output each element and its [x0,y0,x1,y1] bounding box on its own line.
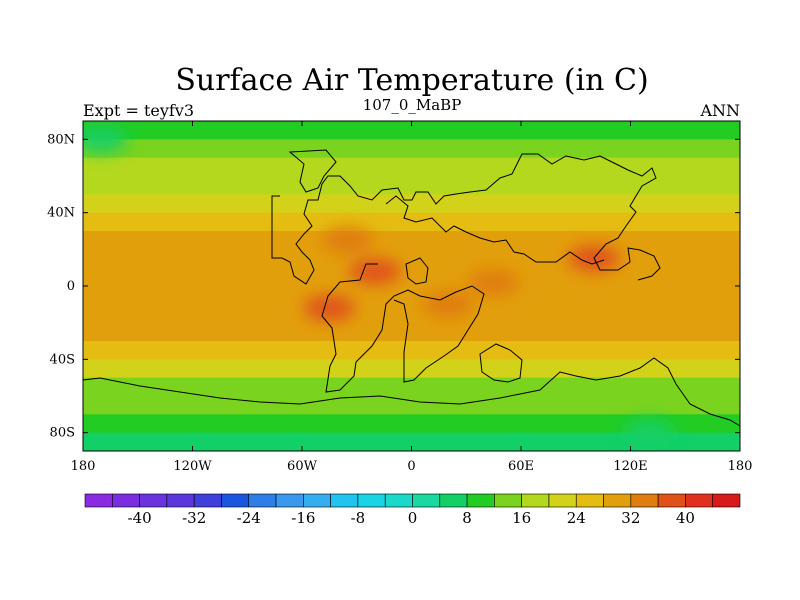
anomaly-north-america [321,227,374,254]
y-tick-label: 40N [47,206,75,221]
temperature-band [83,212,740,232]
season-label: ANN [699,101,740,120]
coastline-south-america [405,257,429,285]
colorbar-swatch [166,493,195,508]
coastline-australia [479,343,523,383]
temperature-band [83,249,740,269]
y-tick-label: 80N [47,132,75,147]
temperature-band [83,231,740,250]
colorbar-label: 32 [621,509,640,527]
anomaly-tropical-land [467,269,520,296]
y-tick-label: 40S [50,352,75,367]
colorbar-swatch [712,493,741,508]
temperature-band [83,139,740,159]
anomaly-africa-west [349,258,401,285]
coastline-africa [321,263,485,393]
colorbar-swatch [548,493,577,508]
colorbar-swatch [439,493,468,508]
x-axis-ticks: 180 120W 60W 0 60E 120E 180 [71,121,753,474]
time-slice-label: 107_0_MaBP [363,96,462,114]
x-tick-label: 0 [407,459,415,474]
colorbar-label: 24 [567,509,586,527]
x-tick-label: 60E [508,459,534,474]
x-tick-label: 180 [728,459,753,474]
chart-title: Surface Air Temperature (in C) [175,63,648,98]
colorbar-swatch [685,493,714,508]
temperature-band [83,359,740,379]
y-tick-label: 0 [67,279,75,294]
y-tick-label: 80S [50,426,75,441]
colorbar-swatch [111,493,140,508]
colorbar-swatch [494,493,522,508]
coastline-europe-asia [385,195,605,265]
anomaly-africa-east [422,291,474,318]
colorbar-swatch [603,493,632,508]
colorbar-swatch [575,493,604,508]
colorbar-swatch [303,493,331,508]
colorbar-swatch [275,493,304,508]
colorbar-swatch [384,493,413,508]
temperature-band [83,286,740,305]
experiment-label: Expt = teyfv3 [83,101,194,120]
colorbar-swatch [412,493,441,508]
colorbar-swatch [84,493,113,508]
temperature-band [83,194,740,214]
colorbar-label: -8 [351,509,366,527]
temperature-band [83,176,740,195]
coastline-greenland [288,149,337,193]
colorbar-label: -32 [182,509,206,527]
x-tick-label: 120E [613,459,647,474]
y-axis-ticks: 80N 40N 0 40S 80S [47,132,740,441]
anomaly-high-north-west [83,126,128,153]
temperature-band [83,121,740,140]
coastline-north-america [271,153,661,285]
colorbar-swatch [139,493,168,508]
x-tick-label: 120W [173,459,212,474]
temperature-band [83,341,740,360]
coastlines [83,149,740,427]
colorbar-label: 0 [408,509,418,527]
colorbar-swatch [193,493,222,508]
colorbar-label: -40 [128,509,152,527]
colorbar-swatch [221,493,250,508]
temperature-band [83,322,740,342]
anomaly-south-america [303,295,356,321]
colorbar: -40 -32 -24 -16 -8 0 8 16 24 32 40 [84,493,741,527]
colorbar-swatch [466,493,495,508]
colorbar-swatch [248,493,277,508]
x-tick-label: 60W [287,459,318,474]
map-field [83,121,740,451]
temperature-band [83,267,740,287]
colorbar-swatch [357,493,386,508]
temperature-band [83,157,740,177]
colorbar-label: 40 [676,509,695,527]
colorbar-swatch [521,493,550,508]
colorbar-label: -16 [291,509,315,527]
temperature-band [83,396,740,415]
temperature-band [83,304,740,324]
temperature-band [83,432,740,451]
colorbar-swatch [657,493,686,508]
colorbar-swatch [630,493,659,508]
colorbar-label: 8 [462,509,472,527]
x-tick-label: 180 [71,459,96,474]
colorbar-label: 16 [512,509,531,527]
temperature-bands [83,121,740,451]
colorbar-label: -24 [237,509,261,527]
anomaly-south-pole-east [622,419,675,446]
coastline-antarctica [83,357,740,427]
temperature-band [83,414,740,434]
colorbar-swatch [330,493,359,508]
temperature-band [83,377,740,397]
